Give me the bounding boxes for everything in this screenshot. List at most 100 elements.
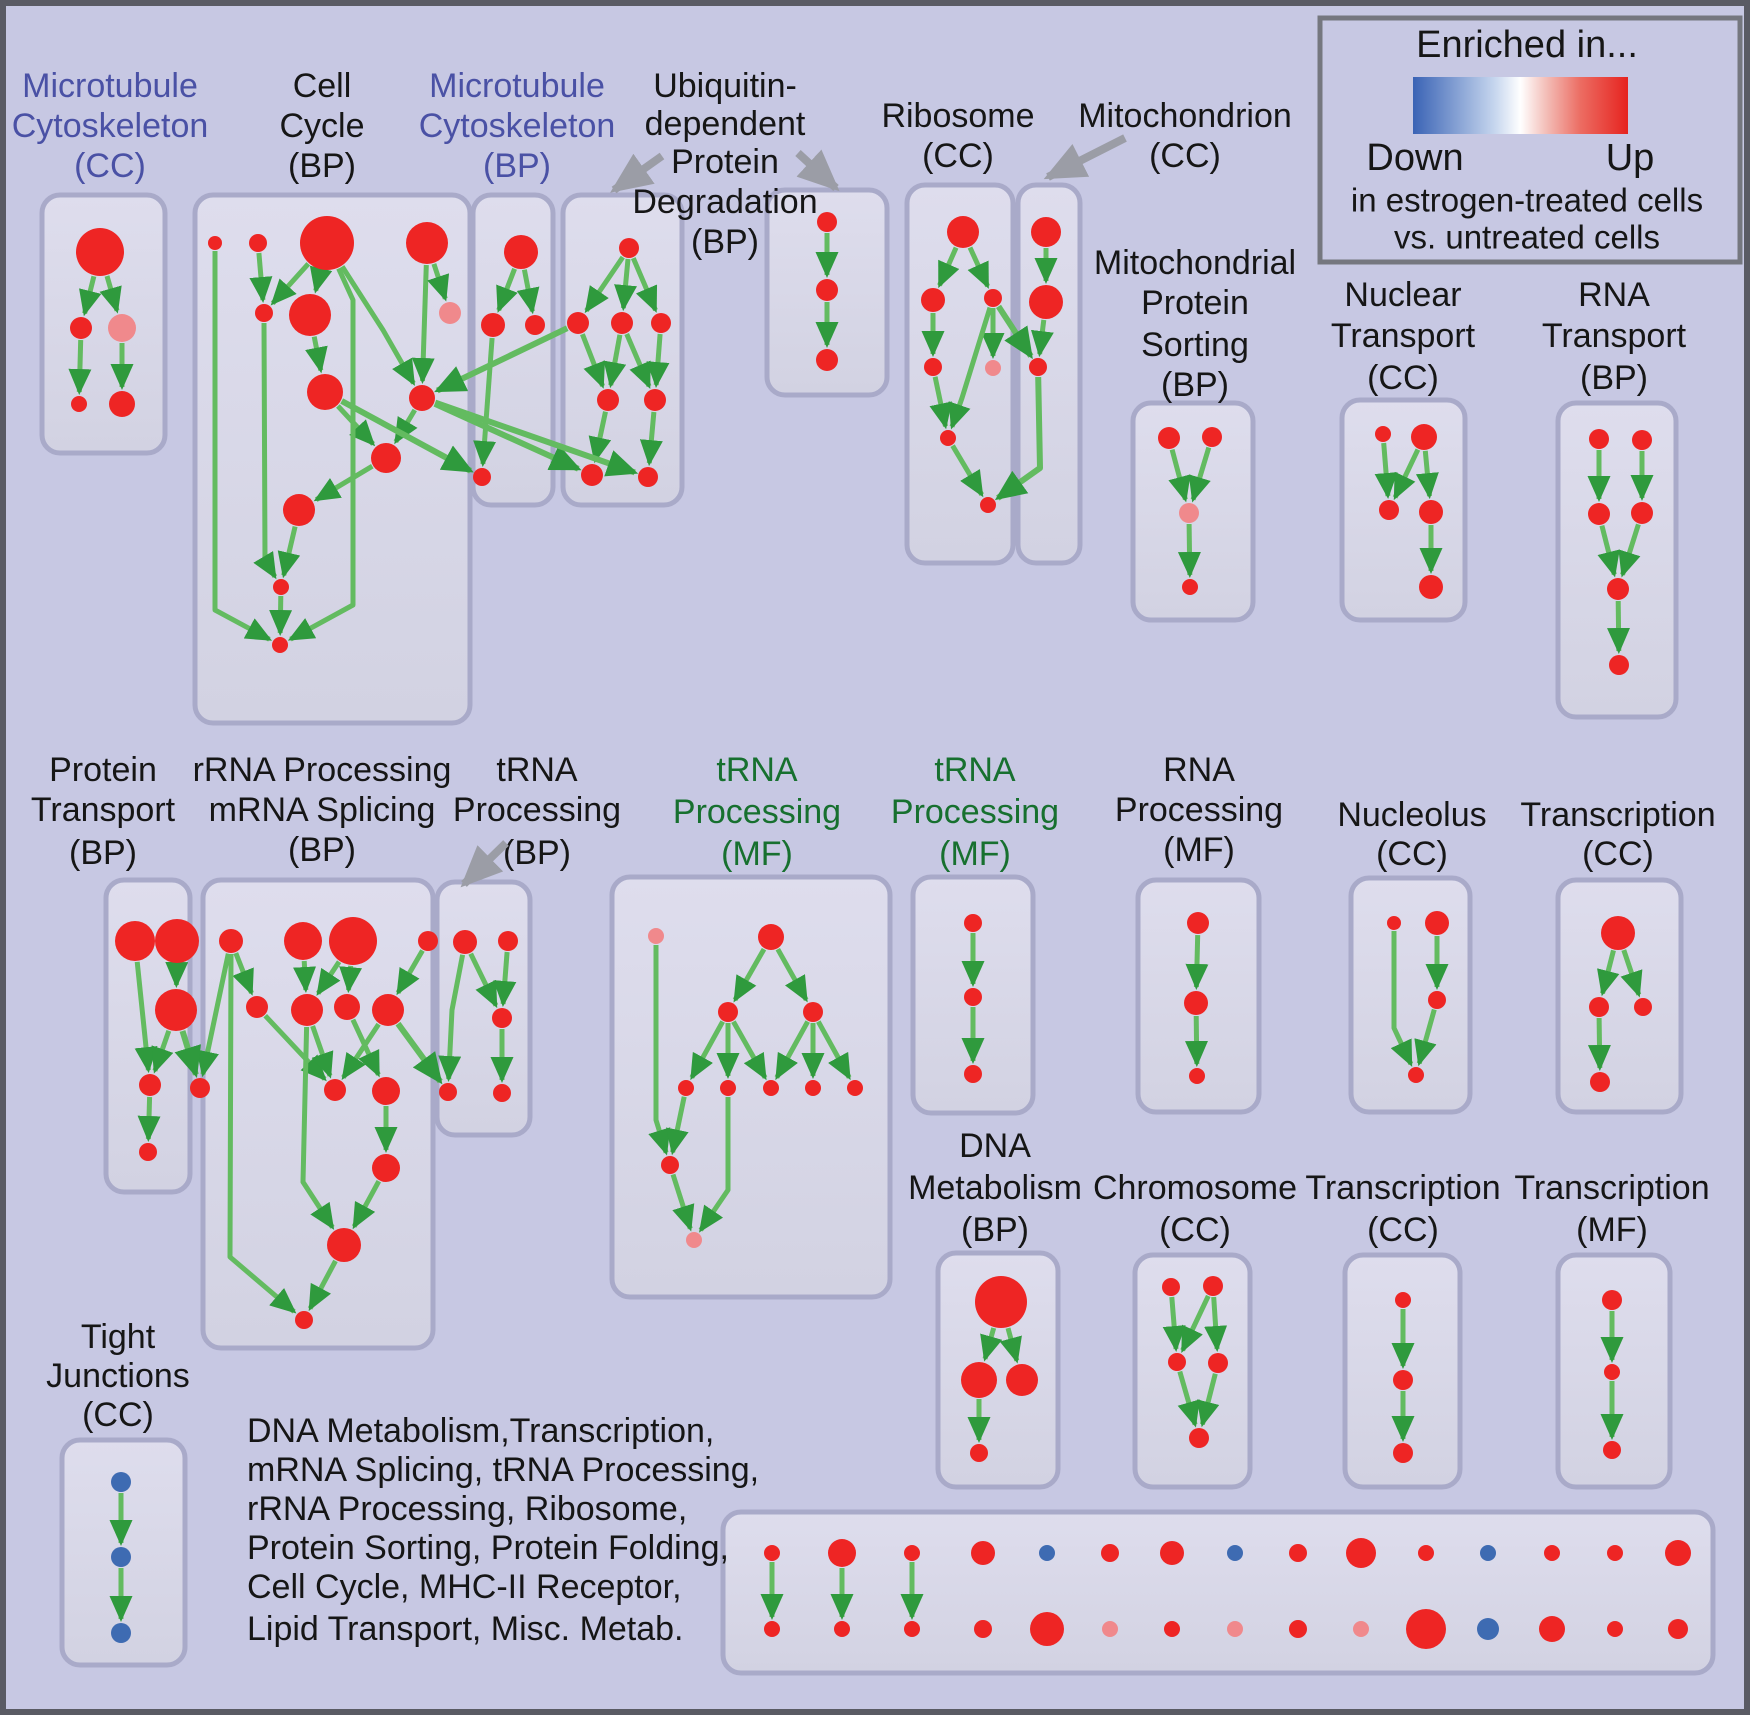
go-term-node-ub_deg-br: [638, 467, 658, 487]
misc-categories-text-line-0: DNA Metabolism,Transcription,: [247, 1412, 714, 1450]
relation-edge-arrow: [588, 411, 612, 464]
relation-edge-arrow: [253, 322, 278, 580]
go-term-node-misc_panel-b4: [974, 1620, 992, 1638]
go-term-node-cell_cycle-t3: [300, 216, 354, 270]
go-term-node-cell_cycle-h: [409, 385, 435, 411]
cluster-label-tight_j: (CC): [82, 1396, 154, 1434]
relation-edge-arrow: [339, 965, 363, 994]
relation-edge-arrow: [580, 333, 605, 389]
relation-edge-arrow: [393, 408, 418, 445]
relation-edge-arrow: [137, 1096, 161, 1142]
relation-edge-arrow: [310, 1025, 334, 1079]
relation-edge-arrow: [774, 1020, 810, 1081]
relation-edge-arrow: [1587, 1017, 1611, 1071]
relation-edge-arrow: [995, 304, 1034, 360]
go-term-node-trna_mf1-s1: [678, 1080, 694, 1096]
relation-edge-arrow: [1374, 442, 1398, 499]
relation-edge-arrow: [1607, 600, 1631, 654]
relation-edge-arrow: [493, 951, 517, 1007]
cluster-label-trans_mf: Transcription: [1514, 1169, 1709, 1207]
label-pointer-arrow-2: [1043, 134, 1127, 181]
go-term-node-trans_cc3-t: [1395, 1292, 1411, 1308]
go-term-node-misc_panel-b9: [1289, 1620, 1307, 1638]
go-term-node-nuc_t-big: [1411, 424, 1437, 450]
go-term-node-nucleolus-mid: [1428, 991, 1446, 1009]
relation-edge-arrow: [1620, 949, 1643, 998]
cluster-label-trans_mf: (MF): [1576, 1211, 1648, 1249]
go-term-node-misc_panel-t7: [1160, 1541, 1184, 1565]
relation-edge-arrow: [174, 1030, 201, 1079]
cluster-label-ribosome: Ribosome: [881, 97, 1034, 135]
relation-edge-arrow: [473, 337, 497, 467]
cluster-label-trna_mf2: tRNA: [934, 751, 1016, 789]
go-term-node-mt_bp-r: [525, 315, 545, 335]
go-term-node-ub_deg2-e1: [817, 212, 837, 232]
relation-edge-arrow: [1392, 448, 1421, 501]
cluster-label-trna_mf1: tRNA: [716, 751, 798, 789]
go-term-node-ribosome-bt: [980, 497, 996, 513]
go-term-node-ribosome-m2: [924, 358, 942, 376]
go-term-node-chrom-tr: [1203, 1276, 1223, 1296]
cluster-label-trna_bp: (BP): [503, 834, 571, 872]
go-term-node-misc_panel-t11: [1418, 1545, 1434, 1561]
go-term-node-misc_panel-t15: [1665, 1540, 1691, 1566]
go-term-node-rrna-B4: [372, 994, 404, 1026]
cluster-label-prot_t: Transport: [31, 791, 176, 829]
go-term-node-misc_panel-b11: [1406, 1609, 1446, 1649]
relation-edge-arrow: [816, 1020, 852, 1081]
relation-edge-arrow: [340, 398, 474, 474]
cluster-label-trans_cc3: Transcription: [1305, 1169, 1500, 1207]
cluster-box-misc_panel: [720, 1509, 1716, 1676]
relation-edge-arrow: [79, 275, 102, 317]
go-term-node-misc_panel-t8: [1227, 1545, 1243, 1561]
go-term-node-rrna-E: [190, 1078, 210, 1098]
go-term-node-rrna-B2: [291, 994, 323, 1026]
go-term-node-cell_cycle-t2: [249, 234, 267, 252]
cluster-label-ribosome: (CC): [922, 137, 994, 175]
relation-edge-arrow: [468, 952, 499, 1009]
relation-edge-arrow: [212, 251, 273, 642]
cluster-label-rrna: rRNA Processing: [193, 751, 452, 789]
relation-edge-arrow: [68, 339, 92, 395]
go-term-node-nuc_t-ml: [1379, 500, 1399, 520]
go-term-node-misc_panel-t5: [1039, 1545, 1055, 1561]
cluster-label-mito: Mitochondrion: [1078, 97, 1292, 135]
go-term-node-rna_t-tr: [1632, 430, 1652, 450]
relation-edge-arrow: [1177, 523, 1201, 578]
cluster-label-dna_met: Metabolism: [908, 1169, 1082, 1207]
go-term-node-prot_t-F: [139, 1143, 157, 1161]
layer-edges: [68, 233, 1654, 1623]
relation-edge-arrow: [929, 376, 953, 430]
cluster-label-trna_mf1: Processing: [673, 793, 841, 831]
cluster-label-trna_mf2: (MF): [939, 835, 1011, 873]
go-term-node-rrna-C2: [372, 1077, 400, 1105]
go-term-node-trna_mf2-n2: [964, 988, 982, 1006]
relation-edge-arrow: [395, 949, 425, 996]
go-term-node-trna_mf1-mr: [803, 1002, 823, 1022]
relation-edge-arrow: [151, 1029, 174, 1074]
go-term-node-rrna-C1: [324, 1079, 346, 1101]
cluster-label-mt_bp: (BP): [483, 147, 551, 185]
cluster-label-ub_deg: Protein: [671, 143, 779, 181]
go-term-node-trans_mf-t: [1602, 1290, 1622, 1310]
go-term-node-rna_proc-n1: [1187, 912, 1209, 934]
go-term-node-dna_met-big: [975, 1276, 1027, 1328]
go-term-node-trna_mf2-n1: [964, 914, 982, 932]
cluster-box-trans_cc2: [1555, 877, 1684, 1115]
cluster-label-trna_bp: Processing: [453, 791, 621, 829]
go-term-node-ub_deg2-e2: [816, 279, 838, 301]
relation-edge-arrow: [305, 336, 328, 374]
relation-edge-arrow: [1196, 1373, 1220, 1428]
go-term-node-trna_mf1-s5: [847, 1080, 863, 1096]
relation-edge-arrow: [689, 1020, 725, 1081]
relation-edge-arrow: [516, 269, 540, 315]
go-term-node-prot_t-A: [115, 921, 155, 961]
go-term-node-cell_cycle-b1: [273, 579, 289, 595]
go-term-node-trna_mf1-s2: [720, 1080, 736, 1096]
cluster-label-rna_t: (BP): [1580, 359, 1648, 397]
go-term-node-rna_t-ml: [1588, 503, 1610, 525]
relation-edge-arrow: [980, 1327, 1003, 1362]
cluster-box-cell_cycle: [192, 192, 473, 726]
